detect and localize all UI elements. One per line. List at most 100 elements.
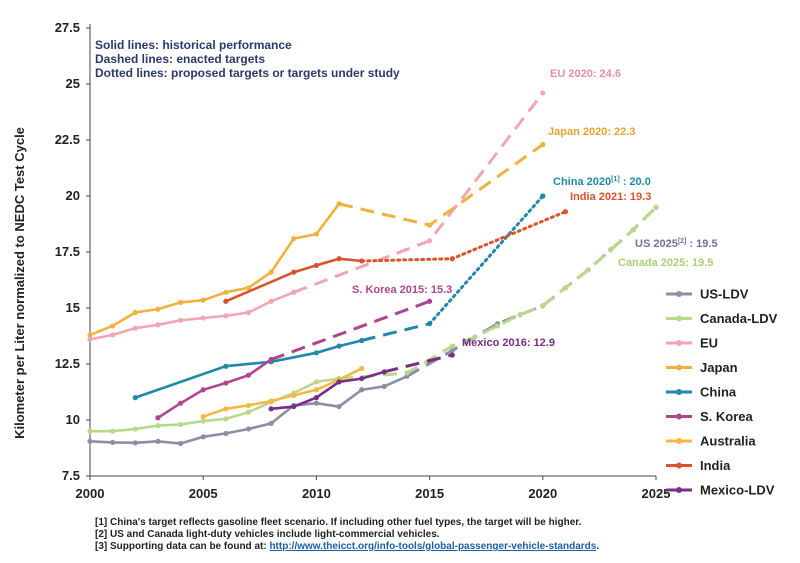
data-point — [155, 438, 161, 444]
data-point — [313, 350, 319, 356]
data-point — [223, 416, 229, 422]
annotation-china: China 2020[1] : 20.0 — [553, 176, 651, 188]
data-point — [336, 343, 342, 349]
legend-label: China — [700, 385, 737, 400]
data-point — [200, 297, 206, 303]
data-point — [245, 309, 252, 316]
enacted-target-line — [270, 299, 431, 361]
data-point — [359, 387, 365, 393]
x-tick-label: 2010 — [302, 486, 331, 501]
data-point — [200, 315, 206, 321]
data-point — [336, 256, 342, 262]
data-point — [291, 289, 297, 295]
proposed-target-line — [360, 210, 567, 263]
legend-marker — [676, 291, 682, 297]
data-point — [291, 235, 297, 242]
data-point — [110, 439, 116, 445]
data-point — [449, 352, 455, 358]
data-point — [177, 299, 184, 305]
data-point — [630, 227, 636, 233]
annotation-canada: Canada 2025: 19.5 — [618, 257, 713, 269]
data-point — [608, 247, 614, 253]
data-point — [336, 379, 342, 385]
legend-item-canada-ldv: Canada-LDV — [666, 311, 778, 326]
data-point — [427, 238, 433, 244]
y-tick-label: 15 — [66, 300, 80, 315]
data-point — [177, 440, 184, 447]
data-point — [155, 306, 161, 312]
supporting-data-link[interactable]: http://www.theicct.org/info-tools/global… — [269, 541, 597, 552]
legend-marker — [676, 413, 682, 420]
x-tick-label: 2015 — [415, 486, 444, 501]
data-point — [155, 423, 161, 429]
legend-marker — [676, 364, 682, 371]
data-point — [245, 426, 252, 432]
data-point — [562, 209, 569, 215]
legend-item-india: India — [666, 458, 731, 473]
historical-line — [202, 367, 363, 418]
annotation-india: India 2021: 19.3 — [570, 191, 651, 203]
data-point — [132, 426, 138, 432]
historical-line — [270, 370, 385, 411]
proposed-target-line — [428, 194, 545, 326]
legend-label: Canada-LDV — [700, 311, 778, 326]
x-tick-label: 2025 — [642, 486, 671, 501]
legend-label: Australia — [700, 434, 756, 449]
legend-marker — [676, 389, 682, 395]
y-axis-label: Kilometer per Liter normalized to NEDC T… — [12, 127, 27, 439]
data-point — [132, 440, 138, 446]
data-point — [449, 256, 455, 262]
data-point — [132, 395, 138, 401]
y-tick-label: 27.5 — [55, 20, 80, 35]
annotation-korea: S. Korea 2015: 15.3 — [352, 284, 452, 296]
y-tick-label: 22.5 — [55, 132, 80, 147]
y-tick-label: 20 — [66, 188, 80, 203]
annotation-eu: EU 2020: 24.6 — [550, 68, 621, 80]
data-point — [177, 400, 184, 406]
enacted-target-line — [338, 206, 658, 381]
y-tick-label: 12.5 — [55, 356, 80, 371]
series-australia — [200, 365, 365, 420]
legend-item-china: China — [666, 385, 737, 400]
series-us-ldv — [87, 204, 659, 447]
legend: US-LDV Canada-LDV EU Japan China S. Korea Aust… — [666, 287, 778, 498]
data-point — [427, 222, 433, 228]
data-point — [359, 375, 365, 382]
data-point — [268, 356, 274, 363]
series-china — [132, 193, 546, 401]
data-point — [540, 193, 546, 199]
data-point — [87, 336, 93, 342]
y-tick-label: 10 — [66, 412, 80, 427]
data-point — [336, 403, 342, 410]
footnote-2: [2] US and Canada light-duty vehicles in… — [95, 529, 440, 540]
historical-line — [90, 377, 340, 433]
data-point — [245, 409, 252, 415]
annotations: EU 2020: 24.6 Japan 2020: 22.3 China 202… — [352, 68, 718, 349]
data-point — [540, 141, 546, 148]
data-point — [110, 323, 116, 329]
data-point — [359, 365, 365, 372]
annotation-japan: Japan 2020: 22.3 — [548, 126, 635, 138]
data-point — [200, 414, 206, 420]
footnote-3: [3] Supporting data can be found at: htt… — [95, 541, 600, 552]
series-india — [223, 209, 569, 304]
data-point — [494, 323, 501, 329]
data-point — [449, 343, 455, 349]
data-point — [223, 313, 229, 319]
data-point — [585, 267, 591, 273]
data-point — [110, 428, 116, 434]
data-point — [87, 332, 93, 338]
data-point — [245, 285, 252, 291]
legend-label: India — [700, 458, 731, 473]
data-point — [223, 380, 229, 386]
data-point — [291, 403, 297, 410]
x-tick-label: 2000 — [76, 486, 105, 501]
data-point — [313, 387, 319, 393]
legend-label: S. Korea — [700, 409, 754, 424]
data-point — [155, 415, 161, 421]
data-point — [540, 303, 546, 309]
data-point — [359, 258, 365, 264]
legend-label: Japan — [700, 360, 738, 375]
data-point — [381, 369, 387, 375]
